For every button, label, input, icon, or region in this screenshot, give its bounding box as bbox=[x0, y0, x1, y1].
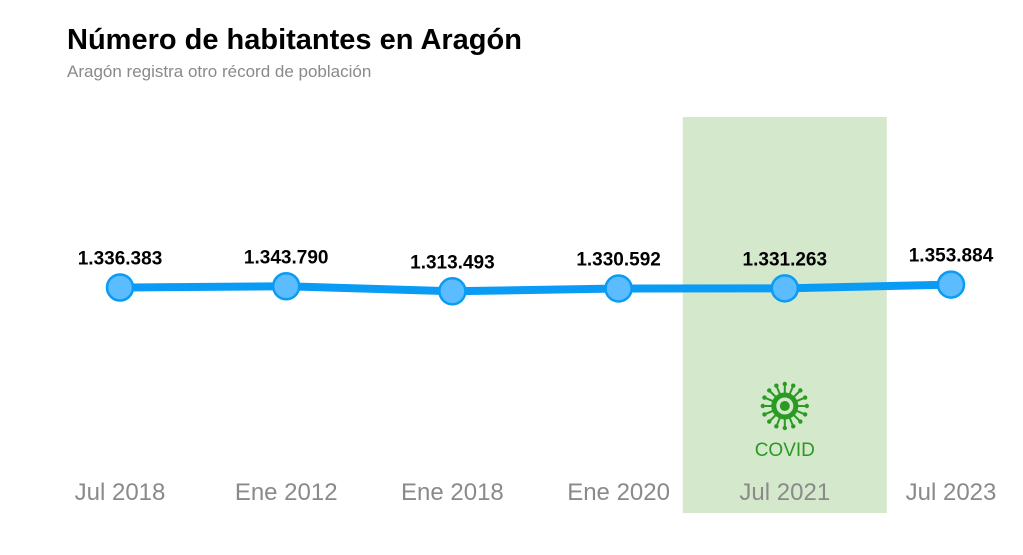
x-tick-label: Jul 2018 bbox=[75, 479, 166, 506]
data-point bbox=[604, 274, 633, 303]
virus-icon bbox=[760, 381, 809, 431]
covid-label: COVID bbox=[755, 440, 815, 461]
covid-band bbox=[682, 117, 887, 513]
data-label: 1.331.263 bbox=[743, 249, 828, 270]
data-label: 1.336.383 bbox=[78, 248, 163, 269]
data-point bbox=[936, 270, 966, 299]
x-tick-label: Ene 2020 bbox=[567, 479, 670, 506]
data-point bbox=[105, 273, 135, 302]
chart-title: Número de habitantes en Aragón bbox=[67, 24, 522, 56]
series-line bbox=[119, 280, 952, 296]
x-tick-label: Ene 2012 bbox=[235, 479, 338, 506]
data-label: 1.313.493 bbox=[410, 252, 495, 273]
chart-subtitle: Aragón registra otro récord de población bbox=[67, 62, 372, 81]
data-point bbox=[438, 277, 467, 306]
x-tick-label: Jul 2023 bbox=[906, 479, 997, 506]
data-label: 1.330.592 bbox=[576, 249, 661, 270]
data-point bbox=[770, 274, 800, 303]
data-label: 1.343.790 bbox=[244, 247, 329, 268]
data-point bbox=[271, 272, 301, 301]
data-label: 1.353.884 bbox=[909, 246, 994, 267]
x-tick-label: Ene 2018 bbox=[401, 479, 504, 506]
x-tick-label: Jul 2021 bbox=[739, 479, 830, 506]
